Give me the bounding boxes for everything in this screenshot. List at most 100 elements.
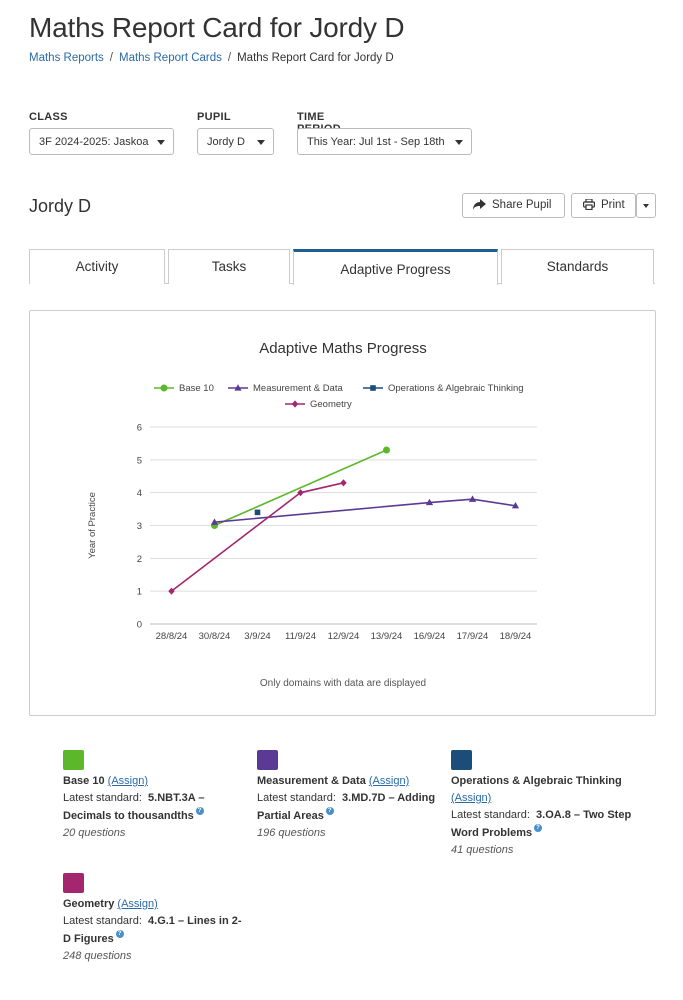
domain-name: Measurement & Data xyxy=(257,775,366,787)
standard-text: Word Problems xyxy=(451,827,533,839)
legend-marker xyxy=(370,385,376,391)
chart-note: Only domains with data are displayed xyxy=(260,678,426,689)
domain-card-measurement-data: Measurement & Data (Assign) Latest stand… xyxy=(257,750,442,842)
help-icon[interactable] xyxy=(325,803,334,820)
legend-marker xyxy=(160,384,168,392)
breadcrumb-separator: / xyxy=(109,52,113,64)
x-tick-label: 16/9/24 xyxy=(414,631,446,642)
share-pupil-label: Share Pupil xyxy=(492,199,552,211)
breadcrumb-maths-report-cards[interactable]: Maths Report Cards xyxy=(118,52,222,64)
pupil-select[interactable]: Jordy D xyxy=(197,128,274,155)
chart-title: Adaptive Maths Progress xyxy=(259,340,427,357)
domain-name: Operations & Algebraic Thinking xyxy=(451,775,622,787)
data-point xyxy=(168,587,175,595)
latest-standard-label: Latest standard: xyxy=(257,792,336,804)
share-icon xyxy=(473,199,486,210)
standard-code: 3.MD.7D – Adding xyxy=(342,792,436,804)
period-select[interactable]: This Year: Jul 1st - Sep 18th xyxy=(297,128,472,155)
data-point xyxy=(511,502,520,509)
data-point xyxy=(468,495,477,502)
question-count: 20 questions xyxy=(63,827,126,839)
breadcrumb-current: Maths Report Card for Jordy D xyxy=(237,52,394,64)
domain-swatch xyxy=(63,750,84,770)
y-tick-label: 5 xyxy=(137,455,142,466)
assign-link[interactable]: (Assign) xyxy=(451,792,492,804)
tab-bar: Activity Tasks Adaptive Progress Standar… xyxy=(29,249,655,285)
help-icon[interactable] xyxy=(534,820,543,837)
x-tick-label: 17/9/24 xyxy=(457,631,489,642)
assign-link[interactable]: (Assign) xyxy=(368,775,410,787)
domain-swatch xyxy=(451,750,472,770)
pupil-label: PUPIL xyxy=(197,111,231,123)
assign-link[interactable]: (Assign) xyxy=(117,898,158,910)
data-point xyxy=(340,479,347,487)
tab-tasks[interactable]: Tasks xyxy=(168,249,290,284)
latest-standard-label: Latest standard: xyxy=(63,915,142,927)
pupil-select-value: Jordy D xyxy=(207,136,245,148)
chevron-down-icon xyxy=(643,204,649,208)
help-icon[interactable] xyxy=(115,926,124,943)
standard-code: 3.OA.8 – Two Step xyxy=(536,809,632,821)
data-point xyxy=(210,518,219,525)
printer-icon xyxy=(583,198,596,211)
y-tick-label: 6 xyxy=(137,423,142,434)
breadcrumb: Maths Reports / Maths Report Cards / Maths R… xyxy=(29,52,394,64)
series-line xyxy=(214,449,387,527)
tab-standards[interactable]: Standards xyxy=(501,249,654,284)
print-options-button[interactable] xyxy=(636,193,656,218)
domain-card-base-10: Base 10 (Assign) Latest standard: 5.NBT.… xyxy=(63,750,243,842)
domain-card-operations-algebraic-thinking: Operations & Algebraic Thinking (Assign)… xyxy=(451,750,641,859)
chevron-down-icon xyxy=(257,140,265,145)
breadcrumb-maths-reports[interactable]: Maths Reports xyxy=(29,52,104,64)
standard-text: Decimals to thousandths xyxy=(63,810,194,822)
latest-standard-label: Latest standard: xyxy=(63,792,142,804)
y-tick-label: 3 xyxy=(137,521,142,532)
x-tick-label: 12/9/24 xyxy=(328,631,360,642)
domain-name: Geometry xyxy=(63,898,115,910)
data-point xyxy=(254,509,261,516)
legend-marker xyxy=(234,384,242,391)
progress-chart: Adaptive Maths Progress 0 1 2 3 4 5 6 28/8/24 30/… xyxy=(87,340,537,689)
help-icon[interactable] xyxy=(195,803,204,820)
class-select-value: 3F 2024-2025: Jaskoa xyxy=(39,136,149,148)
y-tick-label: 4 xyxy=(137,488,142,499)
chart-panel: Adaptive Maths Progress 0 1 2 3 4 5 6 28/8/24 30/… xyxy=(29,310,656,716)
question-count: 41 questions xyxy=(451,844,514,856)
class-label: CLASS xyxy=(29,111,68,123)
standard-text: D Figures xyxy=(63,933,114,945)
y-axis-label: Year of Practice xyxy=(87,492,98,559)
print-label: Print xyxy=(601,199,625,211)
series-line xyxy=(171,482,344,592)
legend-marker xyxy=(291,400,299,408)
question-count: 248 questions xyxy=(63,950,132,962)
x-tick-label: 11/9/24 xyxy=(285,631,316,642)
print-button[interactable]: Print xyxy=(571,193,636,218)
legend-label: Geometry xyxy=(310,399,352,410)
y-tick-label: 0 xyxy=(137,620,142,631)
latest-standard-label: Latest standard: xyxy=(451,809,530,821)
x-tick-label: 28/8/24 xyxy=(156,631,188,642)
pupil-name: Jordy D xyxy=(29,196,92,216)
tab-activity[interactable]: Activity xyxy=(29,249,165,284)
assign-link[interactable]: (Assign) xyxy=(107,775,148,787)
x-tick-label: 3/9/24 xyxy=(244,631,270,642)
chevron-down-icon xyxy=(157,140,165,145)
pupil-filter: PUPIL Jordy D xyxy=(197,111,274,155)
domain-swatch xyxy=(257,750,278,770)
legend-label: Operations & Algebraic Thinking xyxy=(388,383,524,394)
y-tick-label: 2 xyxy=(137,554,142,565)
data-point xyxy=(425,498,434,506)
chevron-down-icon xyxy=(455,140,463,145)
share-pupil-button[interactable]: Share Pupil xyxy=(462,193,565,218)
legend-label: Base 10 xyxy=(179,383,214,394)
question-count: 196 questions xyxy=(257,827,326,839)
period-filter: TIME PERIOD This Year: Jul 1st - Sep 18t… xyxy=(297,111,472,155)
series-line xyxy=(214,498,516,524)
x-tick-label: 13/9/24 xyxy=(371,631,403,642)
standard-text: Partial Areas xyxy=(257,810,324,822)
tab-adaptive-progress[interactable]: Adaptive Progress xyxy=(293,249,498,285)
x-tick-label: 18/9/24 xyxy=(500,631,532,642)
class-select[interactable]: 3F 2024-2025: Jaskoa xyxy=(29,128,174,155)
page-title: Maths Report Card for Jordy D xyxy=(29,12,405,43)
breadcrumb-separator: / xyxy=(227,52,232,64)
